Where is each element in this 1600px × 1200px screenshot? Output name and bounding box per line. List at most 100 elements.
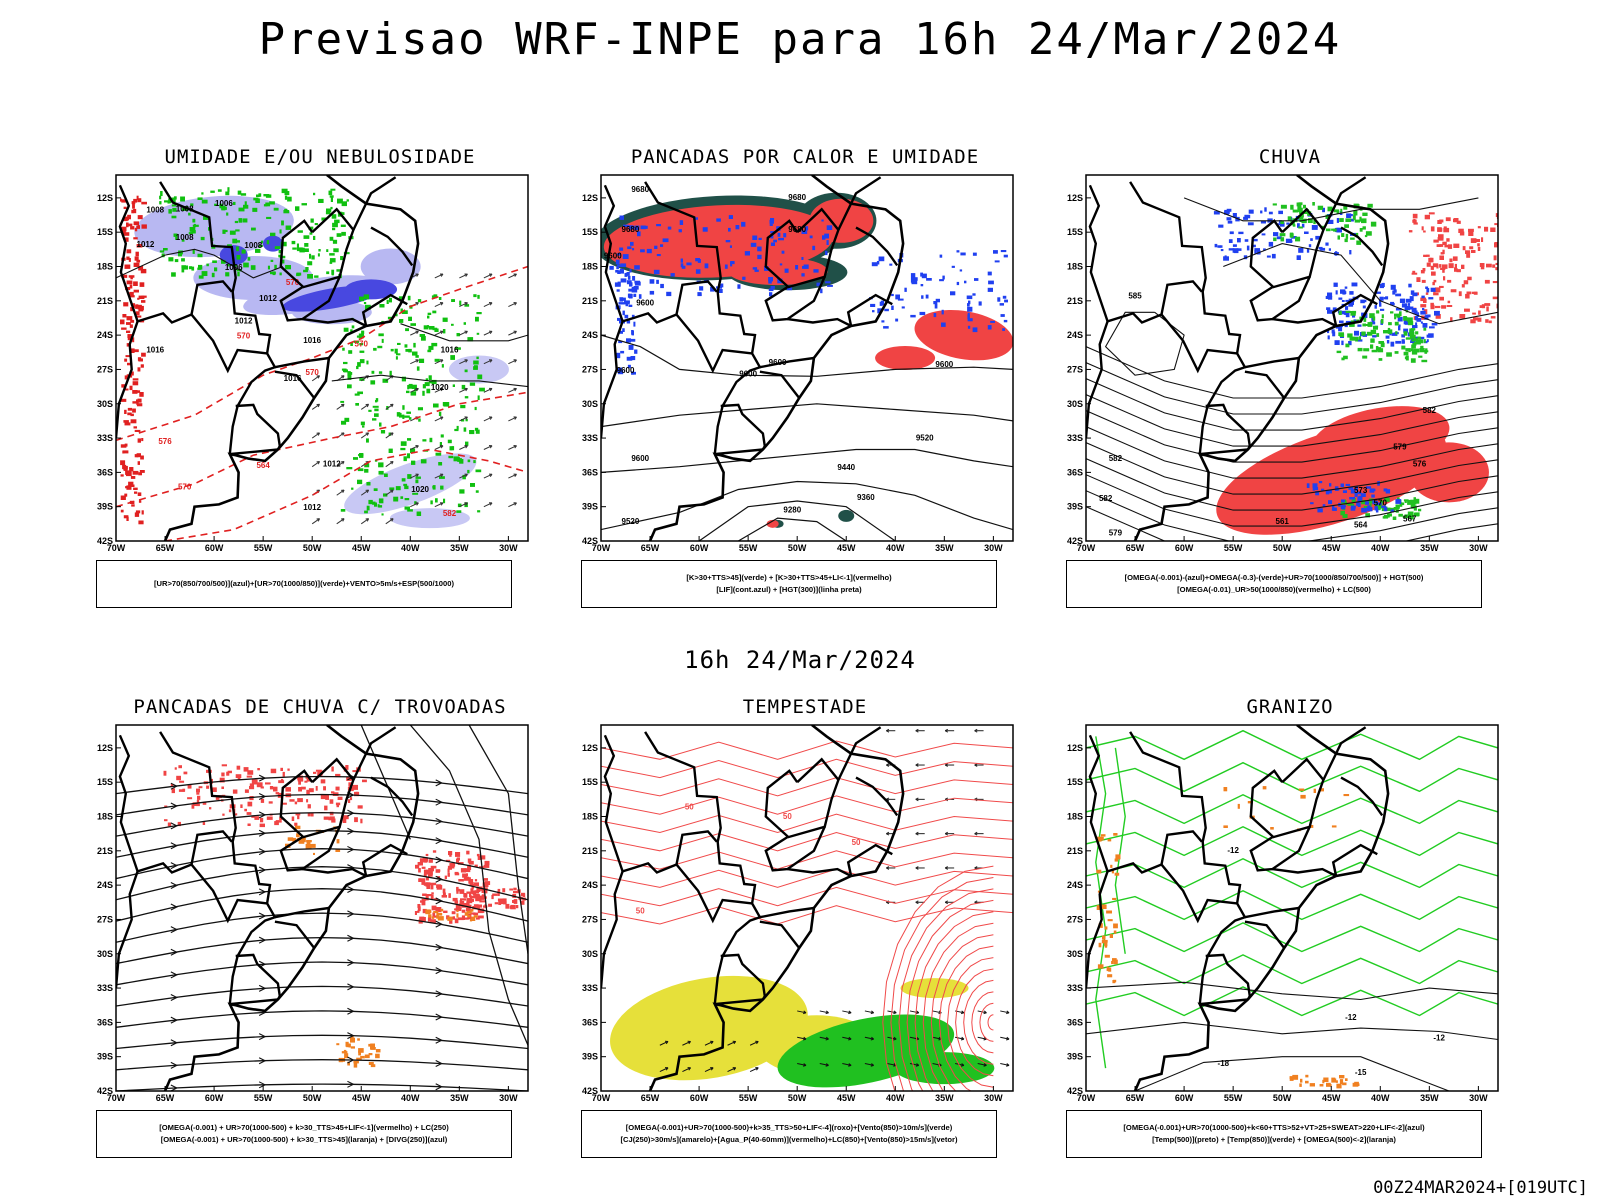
rain-blue [1412,292,1418,297]
humidity-green [343,361,348,365]
lif-blue [956,250,960,253]
rain-red [1426,262,1431,267]
storm-red [473,912,479,915]
rain-blue [1349,214,1353,217]
rain-blue [1386,340,1390,344]
lif-blue [783,233,787,238]
rain-green [1347,503,1354,506]
lat-tick-label: 30S [1067,399,1083,409]
rain-green [1359,228,1363,232]
rain-blue [1326,307,1331,310]
wind-vector [336,518,345,525]
rain-red [1454,218,1459,223]
red-marks [120,474,124,477]
height-label: 570 [355,340,369,349]
rain-green [1336,350,1342,354]
humidity-green [247,257,251,261]
lat-tick-label: 15S [582,227,598,237]
humidity-green [167,201,170,204]
wind-vector [316,403,321,408]
rain-red [1433,292,1439,296]
rain-blue [1381,505,1387,508]
rain-green [1359,216,1362,222]
wind-vector [316,460,321,465]
storm-red [471,890,477,895]
rain-green [1295,236,1301,242]
legend-line-1: [OMEGA(-0.001) + UR>70(1000-500) + k>30_… [159,1123,449,1132]
storm-red [247,801,253,807]
flow-arrow [258,866,267,874]
rain-blue [1318,481,1323,484]
flow-arrow [435,943,443,951]
storm-red [331,818,336,823]
lc850-contour [601,758,1013,779]
humidity-green [429,381,435,384]
storm-red [227,770,232,774]
lif-blue [629,282,633,287]
humidity-green [328,190,333,196]
lif-blue [622,254,629,259]
political-border [1249,207,1325,289]
main-title: Previsao WRF-INPE para 16h 24/Mar/2024 [258,14,1342,65]
rain-green [1364,235,1368,238]
panel-title: GRANIZO [1246,696,1334,718]
humidity-green [387,316,393,320]
rain-red [1477,243,1480,247]
humidity-green [378,333,384,337]
red-marks [134,256,139,261]
humidity-green [358,333,364,339]
rain-green [1292,224,1296,227]
lif-blue [629,268,632,273]
humidity-green [432,310,437,314]
humidity-green [395,356,398,360]
rain-blue [1425,314,1431,318]
panel-title: UMIDADE E/OU NEBULOSIDADE [164,146,476,168]
height-label: 570 [306,368,320,377]
political-border [1322,176,1367,231]
lif-blue [997,297,1001,302]
storm-red [430,894,434,900]
streamline [116,912,528,943]
lat-tick-label: 24S [1067,880,1083,890]
wind-vector [797,1010,807,1014]
wind-vector [825,1010,829,1015]
humidity-green [164,200,169,203]
red-marks [133,349,139,353]
political-border [764,276,826,322]
rain-red [1468,228,1474,232]
rain-blue [1345,299,1352,302]
rain-red [1478,310,1481,315]
lon-tick-label: 70W [1077,1093,1096,1103]
humidity-green [407,509,413,512]
rain-red [1473,317,1479,321]
humidity-green [329,253,335,256]
humidity-green [161,253,165,258]
storm-red [478,895,482,901]
humidity-green [175,235,178,240]
storm-red [420,900,423,903]
lif-blue [633,293,637,297]
red-marks [123,420,129,423]
humidity-green [467,469,470,474]
storm-red [187,797,193,800]
rain-green [1345,218,1352,222]
storm-red [428,873,433,877]
storm-red [456,889,459,894]
lon-tick-label: 30W [1469,543,1488,553]
storm-red [421,900,426,906]
rain-red [1437,227,1442,232]
lat-tick-label: 30S [582,399,598,409]
humidity-green [475,490,479,493]
humidity-green [307,261,313,266]
rain-green [1290,204,1294,210]
storm-red [512,900,514,903]
storm-red [475,896,480,902]
flow-arrow [170,822,179,830]
rain-green [1362,226,1366,230]
humidity-green [181,239,185,242]
wind-vector [893,1010,897,1015]
rain-blue [1385,335,1390,339]
red-marks [137,357,142,361]
lif-blue [660,244,664,247]
political-border [1198,405,1209,455]
